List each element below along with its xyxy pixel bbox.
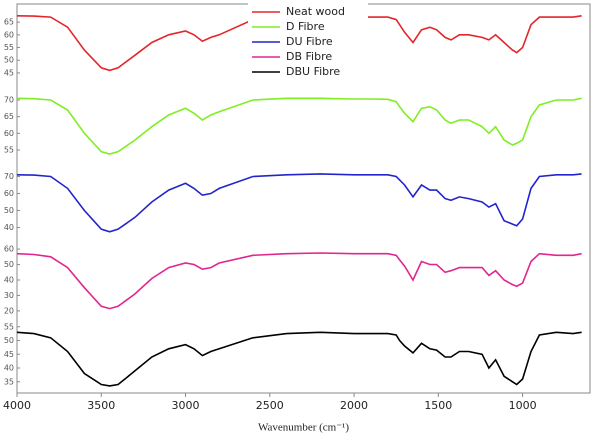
- y-tick-label: 65: [4, 18, 14, 27]
- y-tick-label: 55: [4, 322, 14, 331]
- y-tick-label: 50: [4, 206, 14, 215]
- y-tick-label: 60: [4, 129, 14, 138]
- legend-label: DU Fibre: [286, 35, 333, 48]
- spectrum-line: [16, 97, 582, 155]
- y-tick-label: 40: [4, 364, 14, 373]
- y-tick-label: 35: [4, 377, 14, 386]
- legend-label: DBU Fibre: [286, 65, 340, 78]
- x-tick-label: 1500: [424, 399, 452, 412]
- spectrum-line: [16, 15, 582, 72]
- spectrum-line: [16, 331, 582, 387]
- spectrum-line: [16, 252, 582, 310]
- y-tick-label: 60: [4, 245, 14, 254]
- y-tick-label: 50: [4, 260, 14, 269]
- x-tick-label: 3500: [87, 399, 115, 412]
- x-axis-label: Wavenumber (cm⁻¹): [258, 422, 349, 434]
- y-tick-label: 55: [4, 43, 14, 52]
- y-tick-label: 40: [4, 223, 14, 232]
- y-tick-label: 45: [4, 68, 14, 77]
- x-tick-label: 3000: [172, 399, 200, 412]
- legend-label: Neat wood: [286, 5, 345, 18]
- y-tick-label: 45: [4, 350, 14, 359]
- plots: 45 50 55 60 65 55 60 65 70 40 50 60 70 20 30 40 50 60 35 40…: [3, 15, 582, 434]
- y-tick-label: 60: [4, 30, 14, 39]
- x-tick-label: 2000: [340, 399, 368, 412]
- y-tick-label: 55: [4, 146, 14, 155]
- legend-label: D Fibre: [286, 20, 325, 33]
- x-tick-label: 1000: [509, 399, 537, 412]
- y-tick-label: 40: [4, 276, 14, 285]
- legend: Neat wood D Fibre DU Fibre DB Fibre DBU Fibr…: [248, 3, 368, 83]
- y-tick-label: 70: [4, 172, 14, 181]
- y-tick-label: 70: [4, 96, 14, 105]
- y-tick-label: 50: [4, 56, 14, 65]
- y-tick-label: 65: [4, 112, 14, 121]
- x-tick-label: 2500: [256, 399, 284, 412]
- legend-label: DB Fibre: [286, 50, 332, 63]
- spectrum-line: [16, 173, 582, 233]
- x-tick-label: 4000: [3, 399, 31, 412]
- y-tick-label: 50: [4, 336, 14, 345]
- legend-box: [248, 3, 368, 83]
- y-tick-label: 30: [4, 291, 14, 300]
- y-tick-label: 20: [4, 306, 14, 315]
- y-tick-label: 60: [4, 189, 14, 198]
